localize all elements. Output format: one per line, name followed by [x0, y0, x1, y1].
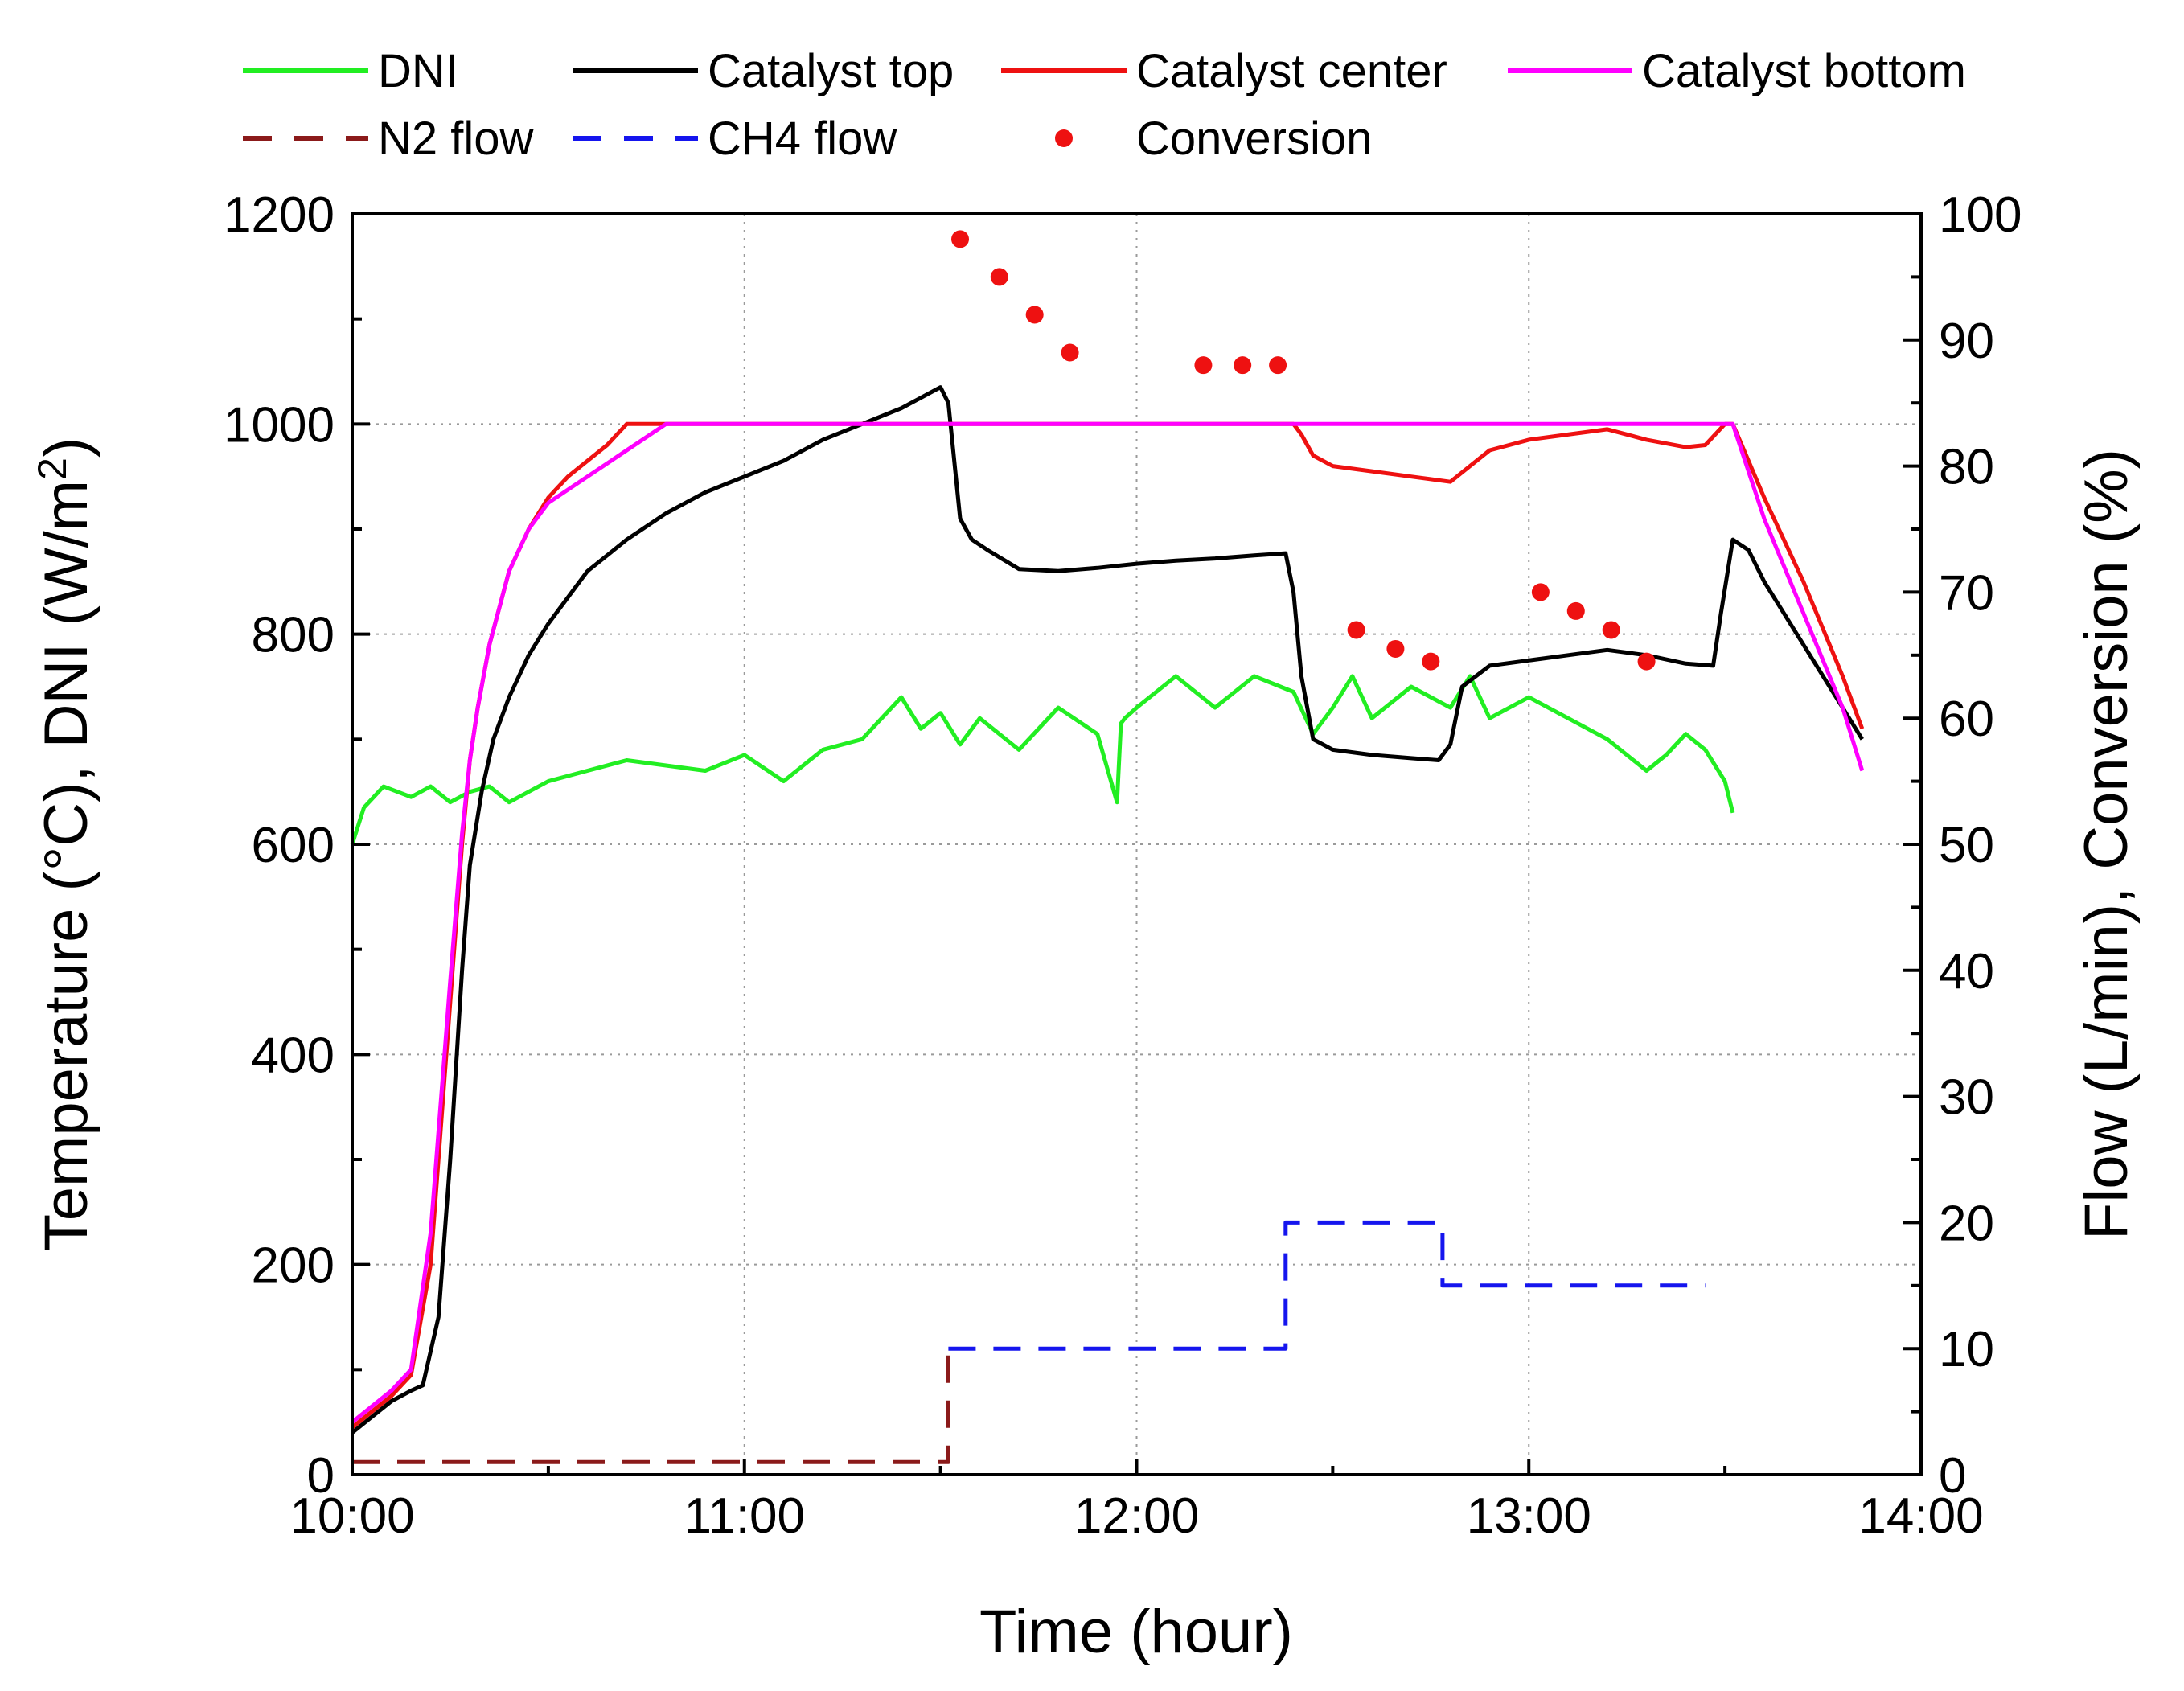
y-left-tick-label: 0 — [307, 1448, 335, 1504]
x-tick-label: 11:00 — [684, 1488, 805, 1544]
series-conversion-point — [1234, 356, 1252, 375]
series-layer — [350, 230, 1865, 1464]
series-dni-line — [350, 674, 1735, 845]
y-left-tick-label: 400 — [252, 1028, 335, 1083]
y-right-tick-label: 50 — [1939, 818, 1994, 873]
legend-label-n2-flow: N2 flow — [378, 113, 535, 165]
y-left-tick-label: 600 — [252, 818, 335, 873]
series-conversion-point — [1422, 652, 1440, 671]
y-right-tick-label: 60 — [1939, 692, 1994, 747]
y-left-tick-label: 800 — [252, 608, 335, 663]
tick-layer — [351, 212, 1923, 1476]
series-conversion-point — [1386, 639, 1405, 658]
series-ch4-flow-line — [948, 1220, 1706, 1351]
series-catalyst-top-line — [351, 385, 1864, 1434]
x-tick-label: 13:00 — [1467, 1488, 1591, 1544]
x-tick-label: 12:00 — [1074, 1488, 1199, 1544]
x-tick-label: 10:00 — [289, 1488, 414, 1544]
legend-label-catalyst-center: Catalyst center — [1136, 45, 1447, 97]
label-layer: 10:00 11:00 12:00 13:00 14:00020040060080010… — [224, 187, 2022, 1544]
legend: DNI Catalyst top Catalyst center Catalys… — [243, 45, 1966, 165]
y-axis-right-title: Flow (L/min), Conversion (%) — [2072, 449, 2141, 1240]
series-conversion-point — [1637, 652, 1656, 671]
y-left-tick-label: 1000 — [224, 397, 335, 453]
y-right-tick-label: 80 — [1939, 440, 1994, 495]
y-right-tick-label: 100 — [1939, 187, 2022, 243]
y-right-tick-label: 30 — [1939, 1070, 1994, 1126]
series-conversion-point — [1194, 356, 1213, 375]
legend-label-catalyst-top: Catalyst top — [708, 45, 954, 97]
y-right-tick-label: 0 — [1939, 1448, 1966, 1504]
series-conversion-point — [1061, 343, 1079, 362]
series-conversion-point — [1347, 621, 1365, 639]
y-right-tick-label: 20 — [1939, 1196, 1994, 1251]
y-left-tick-label: 200 — [252, 1238, 335, 1294]
y-right-tick-label: 70 — [1939, 565, 1994, 621]
legend-swatch-conversion — [1055, 129, 1073, 147]
y-right-tick-label: 10 — [1939, 1322, 1994, 1377]
x-axis-title: Time (hour) — [979, 1598, 1293, 1666]
y-axis-left-title: Temperature (°C), DNI (W/m2) — [30, 437, 101, 1251]
y-right-tick-label: 90 — [1939, 314, 1994, 369]
series-conversion-point — [951, 230, 970, 248]
series-conversion-point — [990, 268, 1008, 286]
series-conversion-point — [1566, 601, 1585, 620]
legend-label-dni: DNI — [378, 45, 458, 97]
legend-label-catalyst-bottom: Catalyst bottom — [1642, 45, 1966, 97]
legend-label-conversion: Conversion — [1136, 113, 1372, 165]
series-conversion-point — [1531, 583, 1550, 601]
y-left-tick-label: 1200 — [224, 187, 335, 243]
series-catalyst-bottom-line — [351, 421, 1865, 1424]
y-right-tick-label: 40 — [1939, 944, 1994, 999]
series-conversion-point — [1602, 621, 1620, 639]
series-conversion-point — [1269, 356, 1287, 375]
x-tick-label: 14:00 — [1858, 1488, 1983, 1544]
series-catalyst-center-line — [351, 421, 1865, 1430]
series-n2-flow-line — [352, 1348, 950, 1464]
series-conversion-point — [1025, 306, 1044, 324]
legend-label-ch4-flow: CH4 flow — [708, 113, 897, 165]
